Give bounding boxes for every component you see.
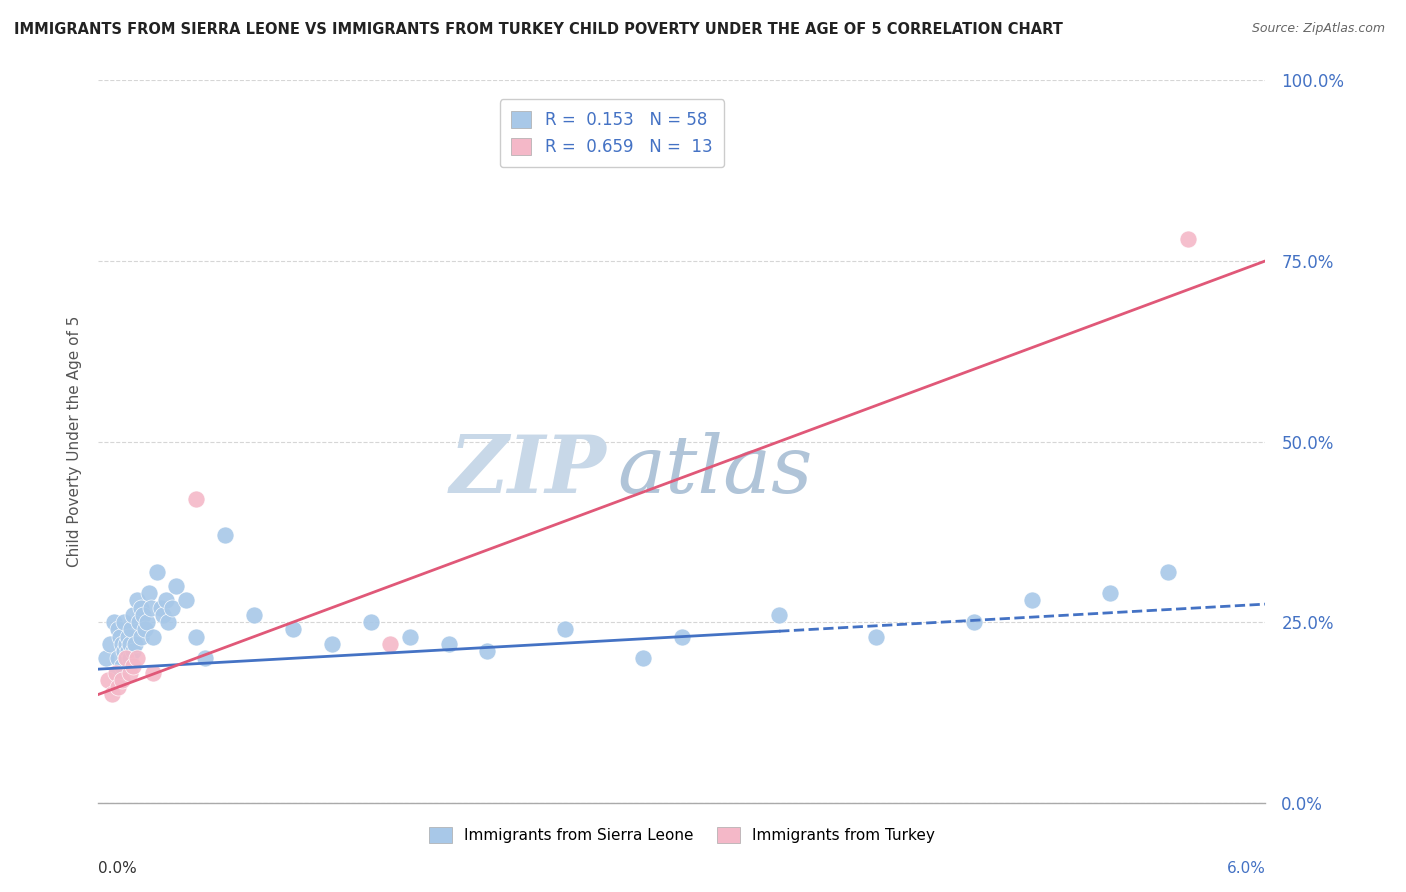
Text: 6.0%: 6.0% [1226, 861, 1265, 876]
Point [184, 630, 207, 644]
Point [184, 492, 207, 507]
Point [111, 637, 134, 651]
Point [132, 607, 155, 622]
Point [127, 651, 149, 665]
Point [117, 630, 139, 644]
Point [149, 600, 172, 615]
Point [118, 637, 141, 651]
Point [111, 673, 134, 687]
Point [138, 586, 160, 600]
Point [118, 651, 141, 665]
Point [127, 593, 149, 607]
Point [631, 651, 654, 665]
Point [108, 630, 131, 644]
Point [477, 644, 499, 658]
Point [146, 565, 169, 579]
Point [121, 623, 143, 637]
Point [122, 658, 145, 673]
Point [554, 623, 576, 637]
Point [134, 623, 156, 637]
Point [157, 615, 180, 630]
Point [129, 600, 152, 615]
Point [768, 607, 790, 622]
Point [129, 630, 152, 644]
Point [962, 615, 984, 630]
Point [111, 658, 134, 673]
Text: Source: ZipAtlas.com: Source: ZipAtlas.com [1251, 22, 1385, 36]
Text: 0.0%: 0.0% [98, 861, 138, 876]
Point [214, 528, 236, 542]
Point [155, 593, 177, 607]
Point [360, 615, 382, 630]
Point [1098, 586, 1121, 600]
Point [97, 673, 120, 687]
Point [114, 637, 136, 651]
Point [104, 665, 127, 680]
Point [122, 607, 145, 622]
Text: atlas: atlas [617, 432, 813, 509]
Point [104, 665, 127, 680]
Point [671, 630, 693, 644]
Point [1157, 565, 1180, 579]
Point [243, 607, 266, 622]
Y-axis label: Child Poverty Under the Age of 5: Child Poverty Under the Age of 5 [66, 316, 82, 567]
Point [128, 615, 150, 630]
Point [122, 644, 145, 658]
Point [114, 651, 136, 665]
Point [281, 623, 304, 637]
Point [1177, 232, 1199, 246]
Point [118, 665, 141, 680]
Point [101, 687, 124, 701]
Point [162, 600, 184, 615]
Point [98, 637, 121, 651]
Point [136, 615, 159, 630]
Point [107, 651, 129, 665]
Point [865, 630, 887, 644]
Point [398, 630, 420, 644]
Point [112, 644, 135, 658]
Point [174, 593, 197, 607]
Point [107, 623, 129, 637]
Point [142, 630, 165, 644]
Point [152, 607, 174, 622]
Point [165, 579, 187, 593]
Point [1021, 593, 1043, 607]
Legend: Immigrants from Sierra Leone, Immigrants from Turkey: Immigrants from Sierra Leone, Immigrants… [423, 822, 941, 849]
Text: ZIP: ZIP [449, 432, 606, 509]
Point [380, 637, 402, 651]
Point [139, 600, 162, 615]
Point [103, 615, 125, 630]
Point [437, 637, 460, 651]
Point [124, 637, 146, 651]
Point [107, 680, 129, 694]
Point [117, 644, 139, 658]
Point [114, 651, 136, 665]
Point [96, 651, 118, 665]
Point [194, 651, 217, 665]
Point [112, 615, 135, 630]
Text: IMMIGRANTS FROM SIERRA LEONE VS IMMIGRANTS FROM TURKEY CHILD POVERTY UNDER THE A: IMMIGRANTS FROM SIERRA LEONE VS IMMIGRAN… [14, 22, 1063, 37]
Point [142, 665, 165, 680]
Point [321, 637, 343, 651]
